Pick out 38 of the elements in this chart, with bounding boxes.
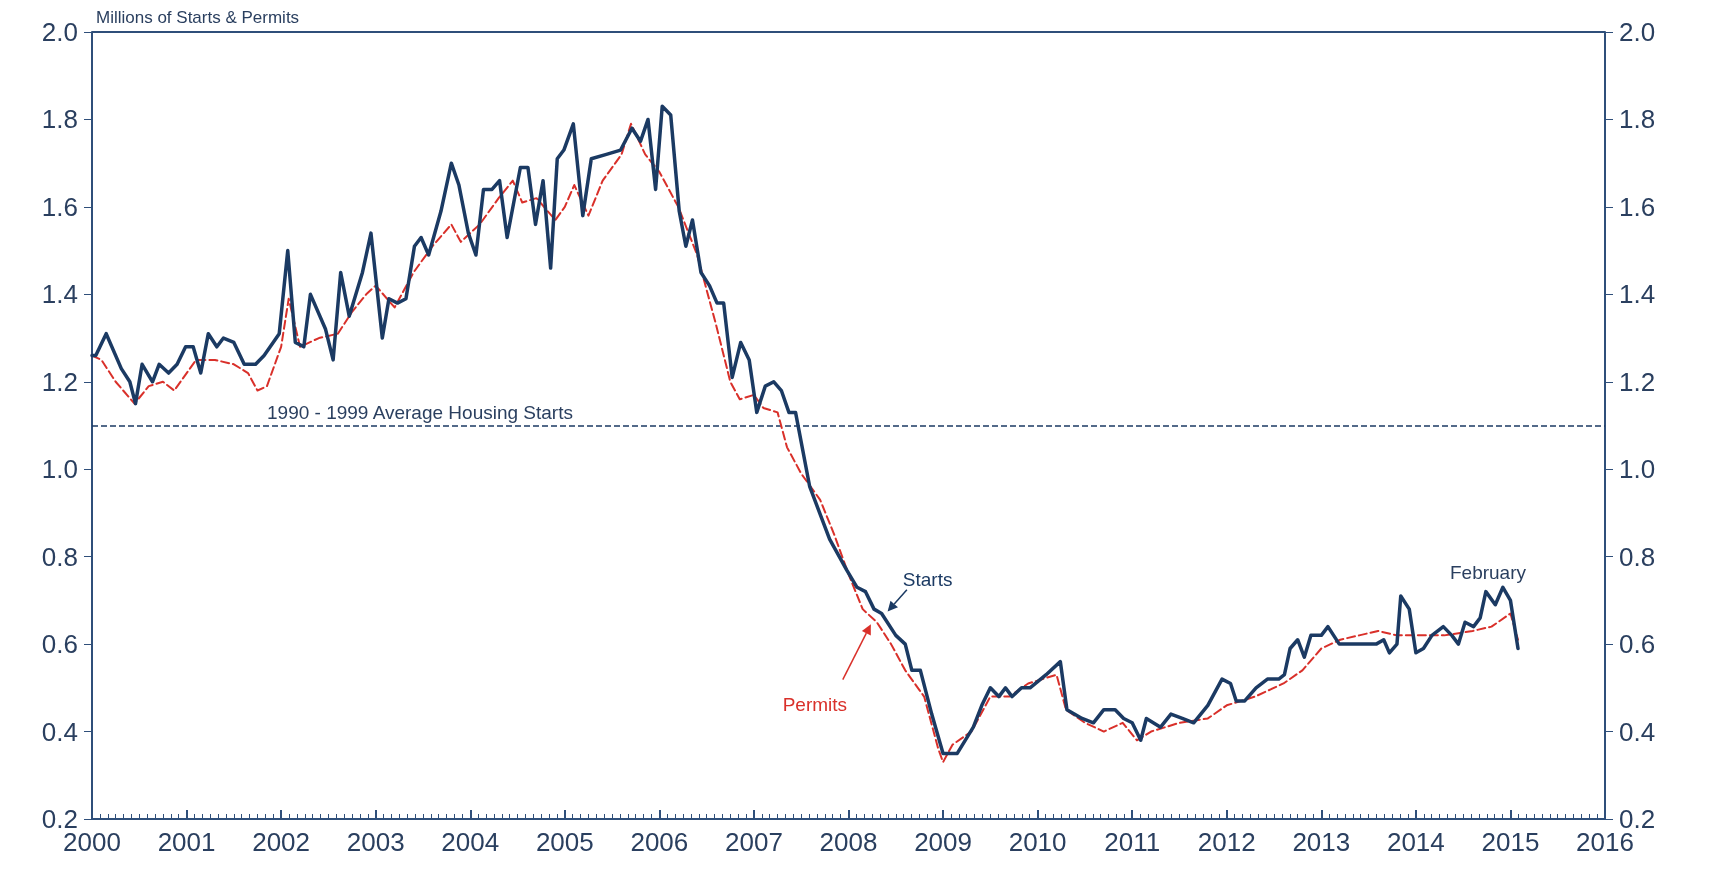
x-tick-label: 2013 <box>1292 827 1351 857</box>
y-tick-label: 1.4 <box>41 279 78 310</box>
annotation: February <box>1449 561 1527 583</box>
y-tick-label: 0.6 <box>41 629 78 660</box>
y2-tick-label: 2.0 <box>1619 17 1656 47</box>
series-label: Starts <box>902 569 953 591</box>
x-tick-label: 2007 <box>725 827 783 857</box>
y-tick-label: 0.8 <box>41 541 78 572</box>
x-tick-label: 2005 <box>535 827 594 857</box>
y2-tick-label: 1.8 <box>1619 104 1656 135</box>
x-tick-label: 2012 <box>1197 827 1256 857</box>
y2-tick-label: 0.4 <box>1619 716 1656 747</box>
x-tick-label: 2003 <box>346 827 405 857</box>
y2-tick-label: 1.6 <box>1619 191 1656 222</box>
y-axis-title: Millions of Starts & Permits <box>96 8 300 27</box>
x-tick-label: 2008 <box>819 827 878 857</box>
y2-tick-label: 0.6 <box>1619 629 1656 660</box>
x-tick-label: 2006 <box>630 827 689 857</box>
y-tick-label: 2.0 <box>41 17 78 47</box>
x-tick-label: 2001 <box>157 827 216 857</box>
x-tick-label: 2015 <box>1481 827 1540 857</box>
x-tick-label: 2011 <box>1104 827 1161 857</box>
y-tick-label: 1.0 <box>41 454 78 485</box>
y2-tick-label: 1.4 <box>1619 279 1656 310</box>
y-tick-label: 1.2 <box>41 366 78 397</box>
x-tick-label: 2002 <box>252 827 311 857</box>
x-tick-label: 2004 <box>441 827 500 857</box>
y-tick-label: 1.6 <box>41 191 78 222</box>
x-tick-label: 2009 <box>914 827 972 857</box>
y-tick-label: 1.8 <box>41 104 78 135</box>
y2-tick-label: 1.0 <box>1619 454 1656 485</box>
y2-tick-label: 0.8 <box>1619 541 1656 572</box>
y2-tick-label: 1.2 <box>1619 366 1656 397</box>
text: Permits <box>782 693 848 715</box>
x-tick-label: 2014 <box>1386 827 1445 857</box>
x-tick-label: 2010 <box>1008 827 1067 857</box>
y-tick-label: 0.4 <box>41 716 78 747</box>
ref-line-label: 1990 - 1999 Average Housing Starts <box>267 401 573 423</box>
